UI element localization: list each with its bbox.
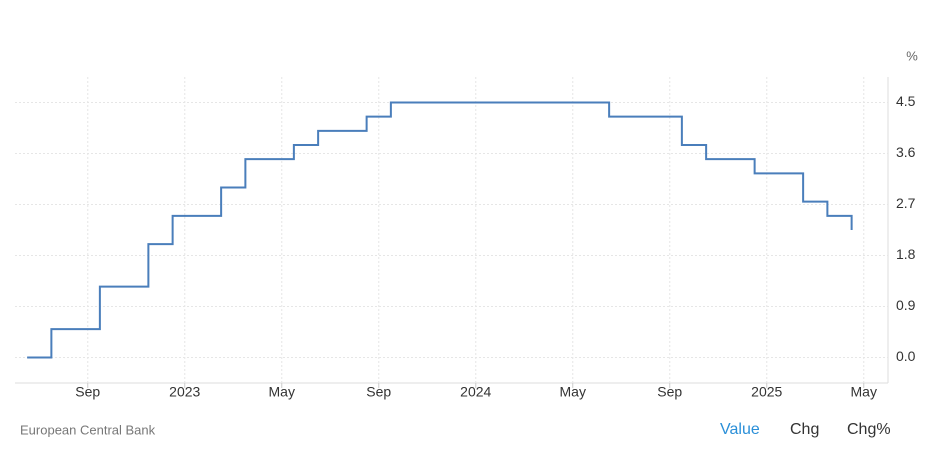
x-tick-label: Sep [366, 384, 391, 400]
unit-label: % [906, 48, 918, 63]
y-tick-label: 2.7 [896, 195, 916, 211]
x-tick-label: 2023 [169, 384, 200, 400]
x-tick-label: 2024 [460, 384, 491, 400]
tab-value[interactable]: Value [720, 421, 760, 438]
y-tick-label: 4.5 [896, 93, 916, 109]
x-tick-label: Sep [657, 384, 682, 400]
tab-chg-pct[interactable]: Chg% [847, 421, 891, 438]
x-tick-label: May [560, 384, 586, 400]
line-series [27, 101, 853, 359]
tab-chg[interactable]: Chg [790, 421, 820, 438]
y-tick-label: 0.0 [896, 348, 916, 364]
x-tick-label: Sep [75, 384, 100, 400]
x-tick-label: May [269, 384, 295, 400]
y-tick-label: 1.8 [896, 246, 916, 262]
y-tick-label: 3.6 [896, 144, 916, 160]
source: European Central Bank [20, 422, 156, 437]
y-tick-label: 0.9 [896, 297, 916, 313]
x-tick-label: May [851, 384, 877, 400]
x-tick-label: 2025 [751, 384, 782, 400]
